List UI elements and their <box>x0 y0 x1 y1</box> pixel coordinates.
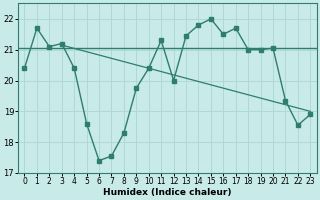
X-axis label: Humidex (Indice chaleur): Humidex (Indice chaleur) <box>103 188 232 197</box>
